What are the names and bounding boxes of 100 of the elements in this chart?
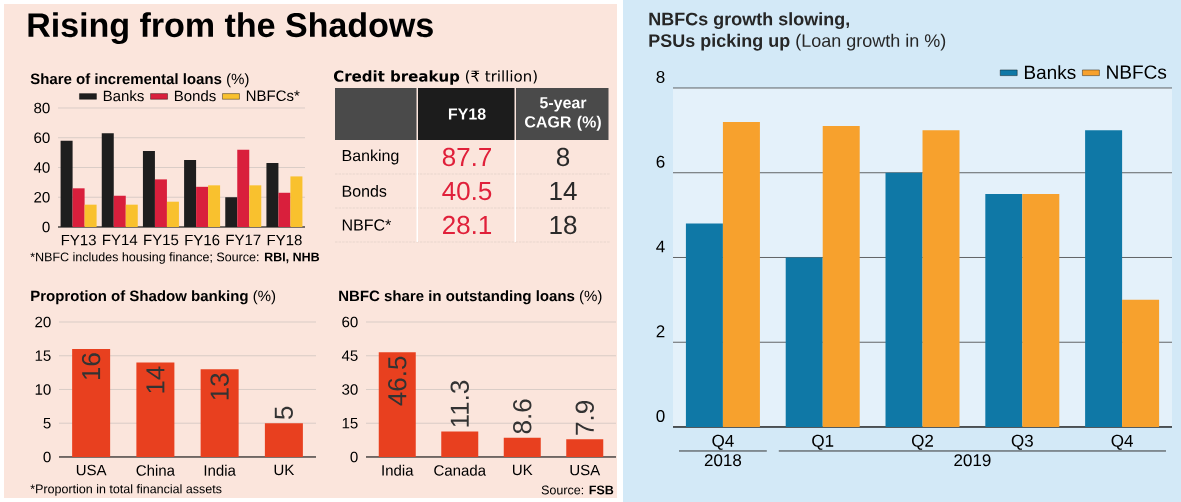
y-tick-label: 0 <box>656 409 665 423</box>
text: *NBFC includes housing finance; Source: RBI, NHB <box>30 252 320 264</box>
bar <box>154 179 167 227</box>
y-tick-label: 5 <box>43 418 51 429</box>
x-tick-label: Q4 <box>712 434 734 450</box>
text: 5-year CAGR (%) <box>525 97 601 131</box>
y-tick-label: 60 <box>342 316 358 328</box>
bar <box>72 348 111 457</box>
legend-label: NBFCs <box>1107 65 1167 79</box>
text: 2018 <box>704 454 742 467</box>
x-tick-label: India <box>204 464 236 476</box>
chart-title: Rising from the Shadows <box>28 12 433 45</box>
bar <box>136 362 175 457</box>
bar <box>290 176 303 227</box>
x-tick-label: Q3 <box>1011 434 1033 450</box>
bar <box>72 188 85 227</box>
x-tick-label: USA <box>570 464 601 476</box>
bar <box>249 185 262 227</box>
chart-title: Proprotion of Shadow banking (%) <box>31 290 276 305</box>
bar <box>60 140 73 227</box>
data-label: 18 <box>550 215 577 235</box>
category-label: Bonds <box>342 185 387 197</box>
bar <box>441 431 479 457</box>
bar <box>184 160 197 227</box>
x-tick-label: India <box>382 464 414 476</box>
bar <box>208 185 221 227</box>
bar <box>84 204 97 227</box>
y-tick-label: 15 <box>342 418 358 429</box>
y-tick-label: 0 <box>350 451 358 463</box>
x-tick-label: Q1 <box>812 434 834 450</box>
x-tick-label: FY13 <box>61 234 96 246</box>
y-tick-label: 30 <box>342 384 358 395</box>
y-tick-label: 0 <box>42 221 50 233</box>
y-tick-label: 60 <box>34 132 50 144</box>
data-label: 13 <box>210 373 229 400</box>
source-note: Source: FSB <box>541 485 614 495</box>
data-label: 11.3 <box>450 380 469 427</box>
x-tick-label: USA <box>76 464 107 476</box>
text: 2019 <box>954 454 991 467</box>
text: *Proportion in total financial assets <box>30 484 222 496</box>
category-label: NBFC* <box>342 219 392 231</box>
y-tick-label: 45 <box>341 350 358 361</box>
bar <box>264 423 303 457</box>
y-tick-label: 0 <box>43 451 51 463</box>
chart-subtitle: Share of incremental loans (%) <box>30 73 249 88</box>
x-tick-label: FY15 <box>144 234 179 246</box>
x-tick-label: Q2 <box>911 434 933 450</box>
data-label: 7.9 <box>575 401 594 435</box>
data-label: 8.6 <box>513 399 532 434</box>
x-tick-label: FY16 <box>185 234 220 246</box>
bar <box>278 192 291 227</box>
bar <box>225 197 238 227</box>
x-tick-label: Q4 <box>1111 434 1133 450</box>
data-label: 40.5 <box>442 181 492 201</box>
data-label: 87.7 <box>442 147 491 167</box>
y-tick-label: 4 <box>656 240 665 253</box>
legend-label: Banks <box>1024 65 1076 80</box>
x-tick-label: China <box>136 464 175 476</box>
bar <box>237 149 250 227</box>
bar <box>503 437 541 457</box>
x-tick-label: FY18 <box>267 234 302 246</box>
bar <box>113 195 126 227</box>
chart-title: NBFCs growth slowing, PSUs picking up (Loan growth in %) <box>649 12 946 51</box>
legend-label: Banks <box>103 90 144 102</box>
data-label: 14 <box>550 182 577 200</box>
y-tick-label: 15 <box>35 350 51 361</box>
x-tick-label: UK <box>513 464 533 476</box>
data-label: 5 <box>274 406 293 419</box>
bar <box>196 186 209 227</box>
x-tick-label: Canada <box>434 464 487 476</box>
y-tick-label: 2 <box>656 325 665 338</box>
x-tick-label: FY14 <box>103 234 138 246</box>
x-tick-label: FY17 <box>226 234 261 246</box>
y-tick-label: 40 <box>33 162 50 173</box>
bar <box>566 439 604 457</box>
bar <box>142 151 155 227</box>
text: FY18 <box>448 108 486 120</box>
data-label: 8 <box>556 147 570 167</box>
y-tick-label: 8 <box>656 70 665 84</box>
x-tick-label: UK <box>274 464 295 476</box>
y-tick-label: 6 <box>656 155 665 168</box>
y-tick-label: 10 <box>35 384 51 395</box>
data-label: 46.5 <box>388 356 407 406</box>
category-label: Banking <box>342 149 399 165</box>
bar <box>166 201 179 227</box>
bar <box>101 133 114 227</box>
legend-label: NBFCs* <box>246 90 300 102</box>
bar <box>200 369 239 457</box>
y-tick-label: 80 <box>34 102 50 114</box>
text: Credit breakup (₹ trillion) <box>333 70 537 85</box>
chart-title: NBFC share in outstanding loans (%) <box>339 290 602 305</box>
bar <box>378 352 416 457</box>
bar <box>125 204 138 227</box>
y-tick-label: 20 <box>34 191 50 203</box>
legend-label: Bonds <box>174 90 216 102</box>
bar <box>266 163 279 227</box>
data-label: 14 <box>146 366 165 393</box>
data-label: 16 <box>81 353 101 380</box>
y-tick-label: 20 <box>35 316 51 328</box>
data-label: 28.1 <box>443 215 492 235</box>
